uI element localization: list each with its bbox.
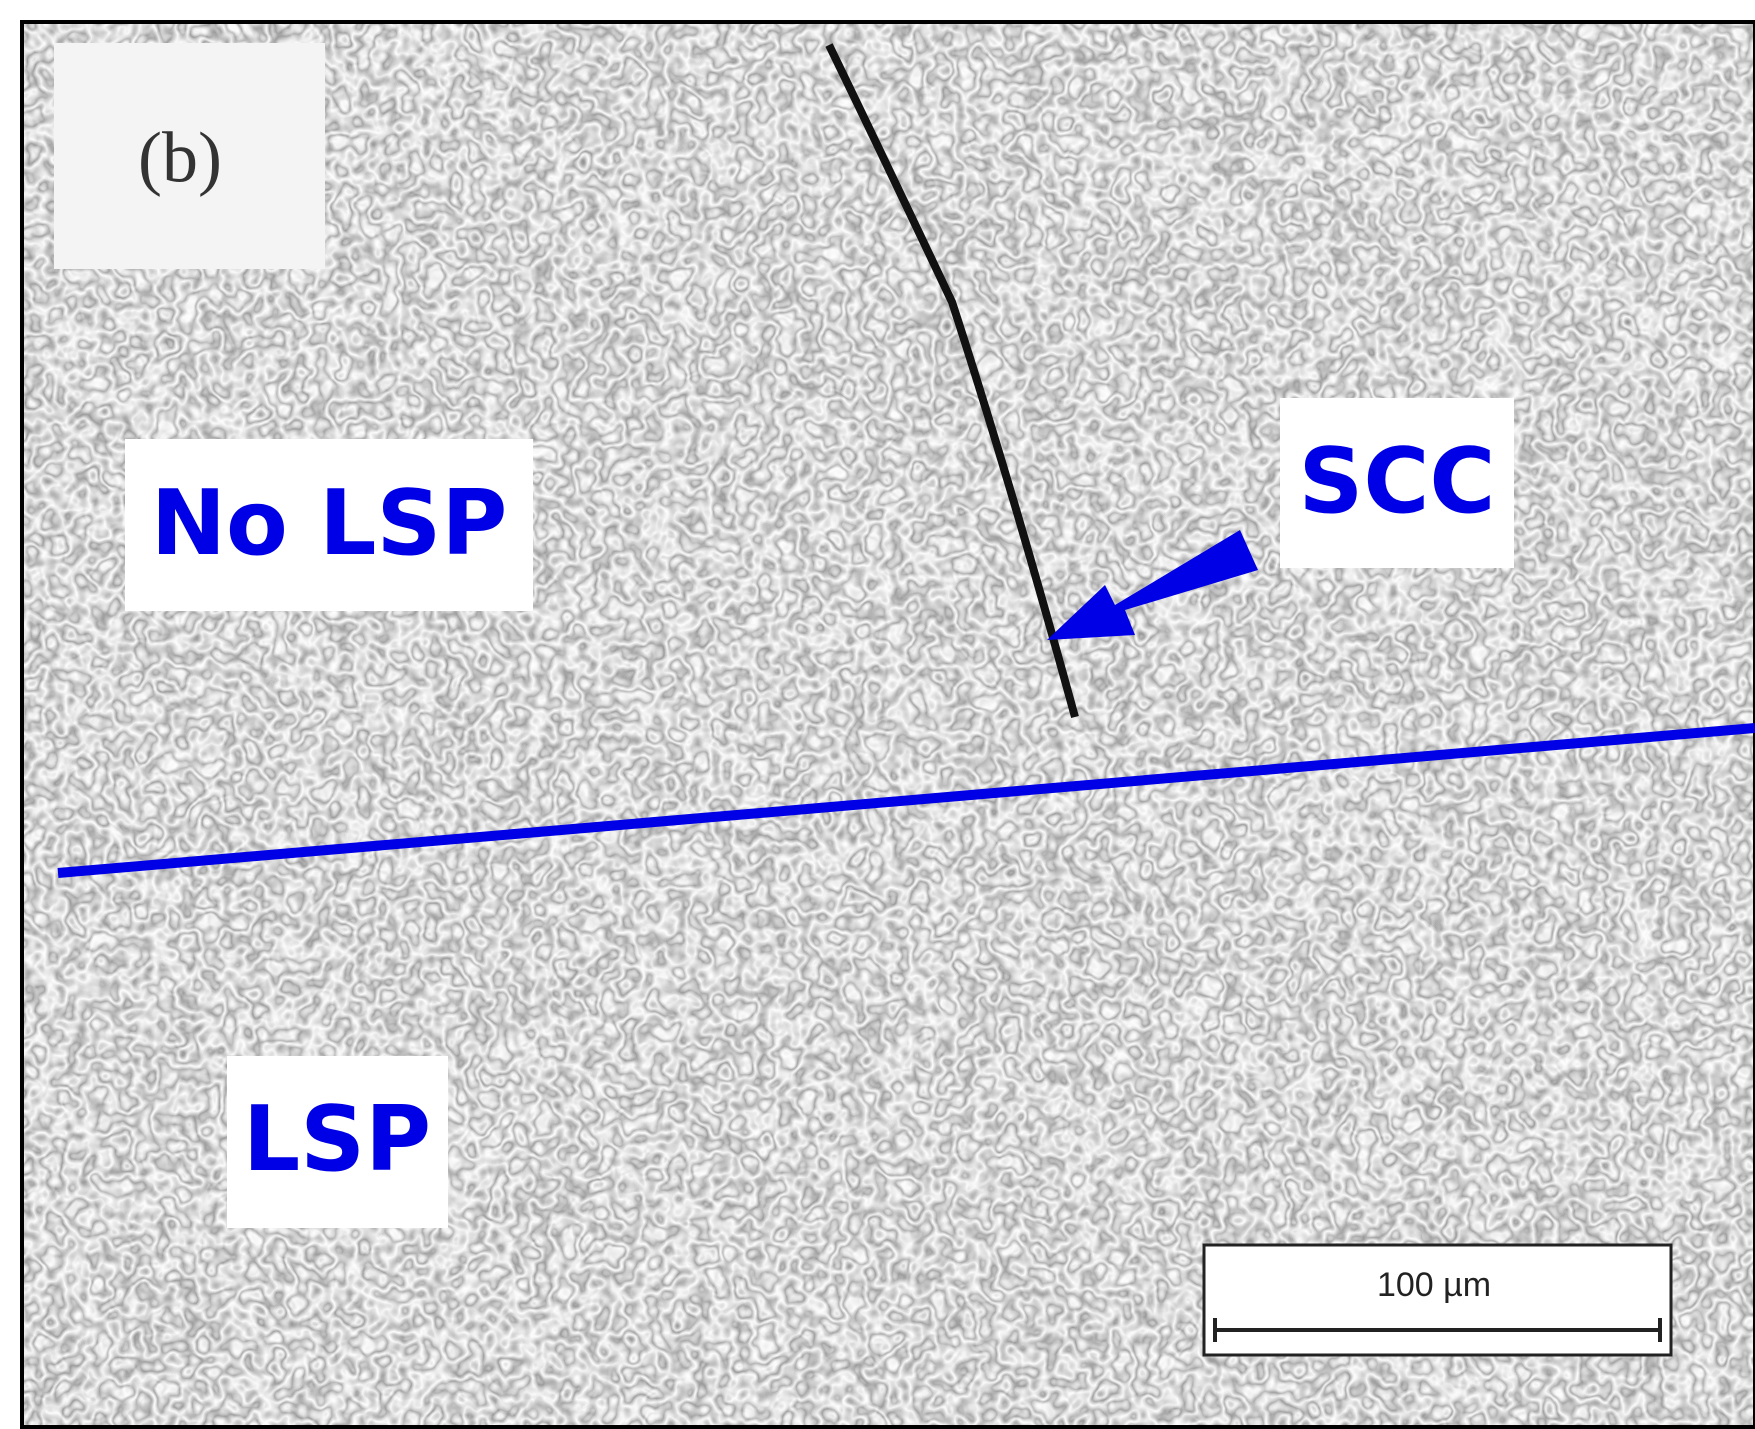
label: LSP [243,1087,431,1192]
panel-label: (b) [138,118,222,198]
micrograph-figure: (b) No LSP SCC LSP 100 µm [0,0,1755,1429]
scale-bar-label: 100 µm [1377,1266,1491,1304]
label: No LSP [151,471,508,576]
label: SCC [1299,429,1496,534]
page: {"panel_label": "(b)", "labels": {"no_ls… [0,0,1755,1429]
